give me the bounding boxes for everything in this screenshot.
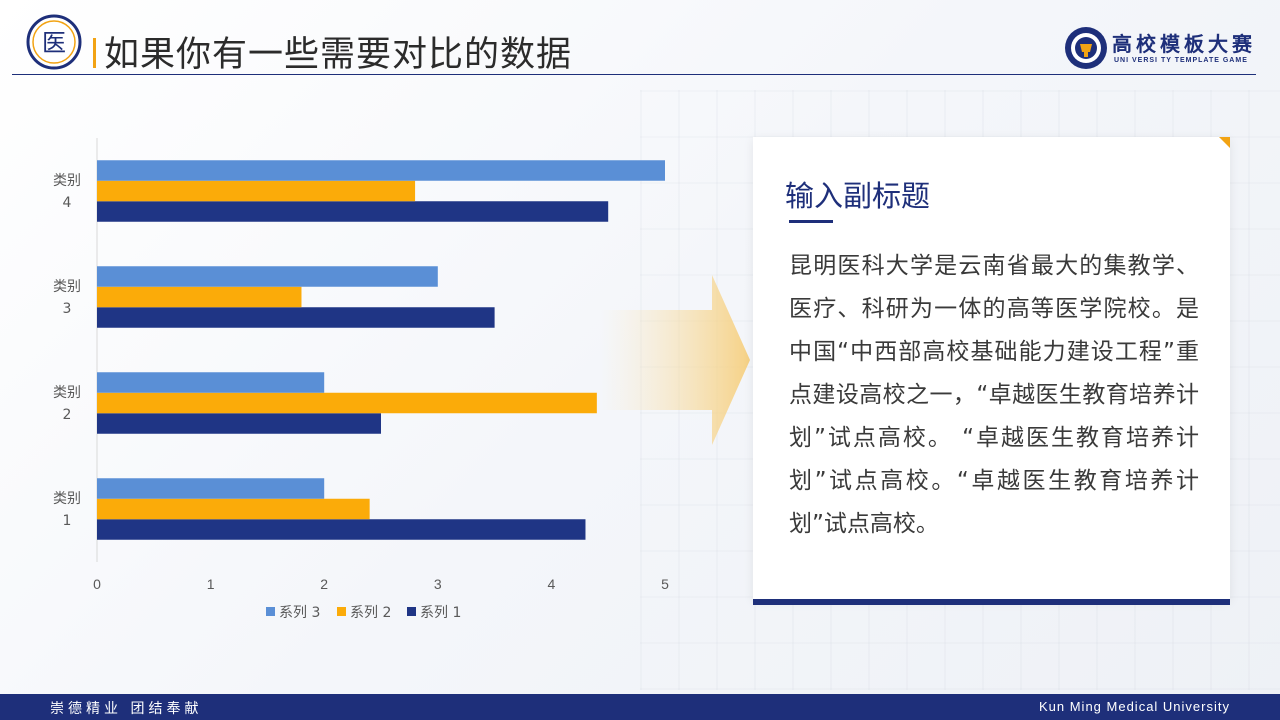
card-body-text: 昆明医科大学是云南省最大的集教学、医疗、科研为一体的高等医学院校。是中国“中西部… <box>789 253 1199 537</box>
legend-label: 系列 3 <box>279 605 320 621</box>
bar-chart: 类别 1 类别 2 类别 3 类别 4 0 1 2 3 4 5 系列 3 系列 2 系列 1 <box>53 138 669 621</box>
bar-1-3 <box>97 307 495 328</box>
bar-2-1 <box>97 498 370 520</box>
header: 医 如果你有一些需要对比的数据 高校模板大赛 UNI VERSI TY TEMP… <box>0 0 1280 76</box>
contest-logo-cn: 高校模板大赛 <box>1112 32 1256 56</box>
card-subtitle: 输入副标题 <box>785 179 931 213</box>
footer: 崇德精业 团结奉献 Kun Ming Medical University <box>0 694 1280 720</box>
bar-1-1 <box>97 519 586 540</box>
x-tick-label: 0 <box>93 576 101 592</box>
x-tick-label: 1 <box>207 576 215 592</box>
x-tick-label: 3 <box>434 576 442 592</box>
legend-swatch <box>266 607 275 616</box>
title-accent-bar <box>93 38 96 68</box>
logo-left-text: 医 <box>42 29 66 57</box>
category-label: 类别 4 <box>53 173 81 211</box>
category-label: 类别 3 <box>53 279 81 317</box>
contest-logo-en: UNI VERSI TY TEMPLATE GAME <box>1114 57 1248 64</box>
x-tick-label: 4 <box>548 576 556 592</box>
x-tick-label: 2 <box>320 576 328 592</box>
category-label: 类别 1 <box>53 491 81 529</box>
legend-label: 系列 1 <box>420 605 461 621</box>
university-logo-icon: 医 <box>26 14 82 70</box>
card-corner-accent <box>1219 137 1230 148</box>
emblem-icon <box>1065 27 1107 69</box>
bar-1-4 <box>97 201 609 222</box>
bar-3-4 <box>97 160 665 181</box>
info-card: 输入副标题 昆明医科大学是云南省最大的集教学、医疗、科研为一体的高等医学院校。是… <box>753 137 1230 600</box>
card-bottom-bar <box>753 599 1230 605</box>
contest-logo: 高校模板大赛 UNI VERSI TY TEMPLATE GAME <box>1064 26 1252 70</box>
category-label: 类别 2 <box>53 385 81 423</box>
bar-1-2 <box>97 413 381 434</box>
page-title: 如果你有一些需要对比的数据 <box>104 35 573 75</box>
arrow-icon <box>600 275 750 445</box>
legend-swatch <box>337 607 346 616</box>
footer-university-name: Kun Ming Medical University <box>1038 699 1230 714</box>
header-divider <box>12 74 1256 75</box>
bar-3-1 <box>97 478 325 499</box>
bar-2-4 <box>97 180 416 202</box>
bar-3-3 <box>97 266 438 287</box>
bar-3-2 <box>97 372 325 393</box>
legend-swatch <box>407 607 416 616</box>
x-tick-label: 5 <box>661 576 669 592</box>
legend-label: 系列 2 <box>350 605 391 621</box>
card-subtitle-underline <box>789 220 833 223</box>
bar-2-3 <box>97 286 302 308</box>
bar-2-2 <box>97 392 597 414</box>
footer-motto: 崇德精业 团结奉献 <box>50 701 203 717</box>
